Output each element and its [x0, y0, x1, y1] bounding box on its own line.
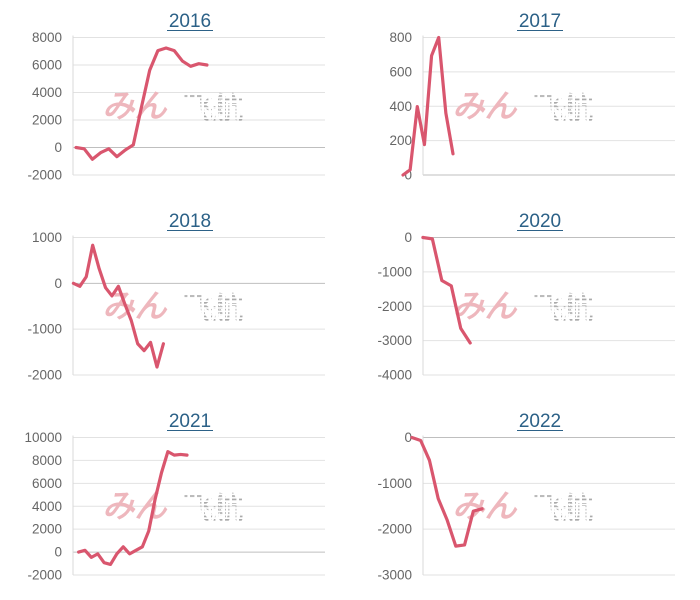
svg-text:10000: 10000 [24, 430, 62, 445]
svg-text:みん: みん [451, 88, 524, 123]
svg-text:みん: みん [451, 488, 524, 523]
svg-text:2000: 2000 [32, 522, 62, 537]
svg-text:0: 0 [404, 230, 412, 245]
svg-text:8000: 8000 [32, 453, 62, 468]
svg-text:飞航: 飞航 [183, 292, 243, 326]
svg-text:6000: 6000 [32, 58, 62, 73]
svg-text:飞航: 飞航 [533, 292, 593, 326]
svg-text:飞航: 飞航 [533, 92, 593, 126]
svg-text:0: 0 [54, 140, 62, 155]
svg-text:飞航: 飞航 [183, 492, 243, 526]
svg-text:みん: みん [101, 88, 174, 123]
svg-text:2021: 2021 [169, 411, 211, 432]
svg-text:600: 600 [389, 64, 412, 79]
svg-text:2018: 2018 [169, 211, 211, 232]
svg-text:200: 200 [389, 133, 412, 148]
svg-text:4000: 4000 [32, 85, 62, 100]
svg-text:6000: 6000 [32, 476, 62, 491]
svg-text:-4000: -4000 [377, 368, 412, 383]
svg-text:0: 0 [54, 276, 62, 291]
svg-text:-2000: -2000 [377, 299, 412, 314]
svg-text:-2000: -2000 [27, 568, 62, 583]
svg-text:2020: 2020 [519, 211, 561, 232]
svg-text:-2000: -2000 [27, 168, 62, 183]
svg-text:-2000: -2000 [27, 368, 62, 383]
svg-text:8000: 8000 [32, 30, 62, 45]
svg-text:-1000: -1000 [377, 264, 412, 279]
svg-text:2000: 2000 [32, 113, 62, 128]
svg-text:-1000: -1000 [27, 322, 62, 337]
svg-text:-1000: -1000 [377, 476, 412, 491]
svg-text:2017: 2017 [519, 11, 561, 32]
svg-text:2022: 2022 [519, 411, 561, 432]
svg-text:0: 0 [54, 545, 62, 560]
svg-text:みん: みん [451, 288, 524, 323]
svg-text:400: 400 [389, 99, 412, 114]
svg-text:2016: 2016 [169, 11, 211, 32]
svg-text:4000: 4000 [32, 499, 62, 514]
svg-text:飞航: 飞航 [183, 92, 243, 126]
svg-text:みん: みん [101, 488, 174, 523]
svg-text:-3000: -3000 [377, 568, 412, 583]
svg-text:-3000: -3000 [377, 333, 412, 348]
svg-text:1000: 1000 [32, 230, 62, 245]
svg-text:800: 800 [389, 30, 412, 45]
svg-text:-2000: -2000 [377, 522, 412, 537]
svg-text:飞航: 飞航 [533, 492, 593, 526]
